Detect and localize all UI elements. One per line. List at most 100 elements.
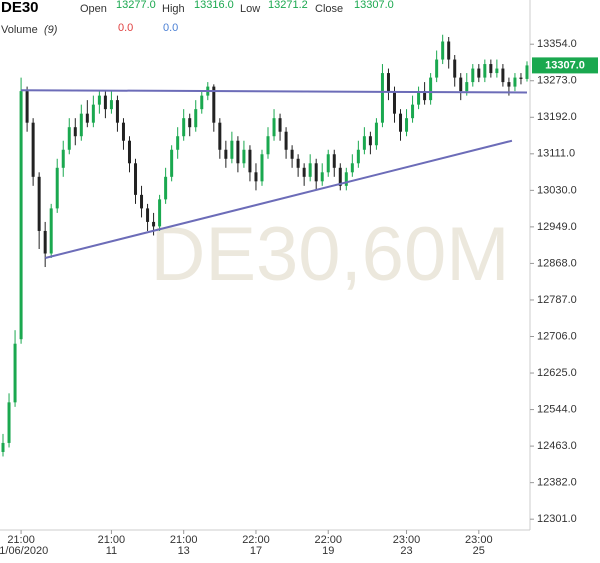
open-label: Open: [80, 3, 107, 15]
y-tick-label: 12463.0: [537, 440, 577, 452]
candle-body: [392, 91, 396, 114]
x-tick-label: 21:00: [170, 534, 198, 546]
candle-body: [146, 208, 150, 222]
low-label: Low: [240, 3, 260, 15]
candle-body: [152, 221, 156, 227]
x-tick-label: 22:00: [314, 534, 342, 546]
candle-body: [507, 82, 511, 87]
candle-body: [296, 158, 300, 168]
candle-body: [164, 176, 168, 200]
y-tick-label: 12301.0: [537, 513, 577, 525]
candle-body: [127, 140, 131, 164]
volume-a: 0.0: [118, 22, 133, 34]
y-tick-label: 13030.0: [537, 184, 577, 196]
candle-body: [7, 402, 11, 443]
candle-body: [43, 230, 47, 254]
candle-body: [224, 149, 228, 159]
candle-body: [314, 163, 318, 182]
x-tick-sublabel: 13: [178, 545, 190, 557]
candle-body: [79, 113, 83, 137]
candle-body: [176, 136, 180, 150]
volume-period: (9): [44, 24, 58, 36]
candle-body: [489, 64, 493, 74]
candle-body: [465, 82, 469, 92]
candle-body: [374, 122, 378, 146]
candle-body: [423, 91, 427, 101]
candle-body: [200, 95, 204, 110]
volume-label: Volume: [1, 24, 38, 36]
candle-body: [212, 86, 216, 123]
candle-body: [158, 199, 162, 227]
y-tick-label: 12787.0: [537, 294, 577, 306]
candle-body: [134, 163, 138, 195]
candle-body: [302, 167, 306, 177]
candle-body: [362, 136, 366, 150]
candle-body: [85, 113, 89, 123]
candle-body: [399, 113, 403, 132]
candle-body: [1, 442, 5, 452]
symbol: DE30: [1, 0, 39, 16]
candle-body: [109, 100, 113, 110]
y-tick-label: 13273.0: [537, 75, 577, 87]
candle-body: [453, 59, 457, 78]
candle-body: [471, 68, 475, 83]
candle-body: [19, 91, 23, 340]
candle-body: [67, 127, 71, 150]
candle-body: [368, 136, 372, 146]
candle-body: [266, 136, 270, 155]
candle-body: [13, 343, 17, 403]
y-tick-label: 12544.0: [537, 403, 577, 415]
candle-body: [236, 140, 240, 164]
x-tick-sublabel: 23: [400, 545, 412, 557]
x-tick-sublabel: 11: [106, 545, 117, 557]
candle-body: [435, 59, 439, 78]
y-tick-label: 12382.0: [537, 477, 577, 489]
candle-body: [284, 131, 288, 150]
candle-body: [290, 149, 294, 159]
candle-body: [248, 149, 252, 173]
candle-body: [103, 95, 107, 110]
candle-body: [188, 118, 192, 128]
candle-body: [49, 208, 53, 254]
x-tick-sublabel: 17: [250, 545, 262, 557]
volume-b: 0.0: [163, 22, 178, 34]
x-tick-label: 21:00: [7, 534, 35, 546]
candle-body: [73, 127, 77, 137]
y-tick-label: 12625.0: [537, 367, 577, 379]
candle-body: [501, 68, 505, 83]
low-value: 13271.2: [268, 0, 308, 11]
last-price-label: 13307.0: [545, 59, 585, 71]
x-tick-label: 21:00: [98, 534, 126, 546]
candle-body: [242, 149, 246, 164]
candle-body: [338, 167, 342, 186]
high-value: 13316.0: [194, 0, 234, 11]
candle-body: [320, 172, 324, 182]
candle-body: [525, 65, 529, 79]
candle-body: [278, 118, 282, 132]
candle-body: [97, 95, 101, 105]
candle-body: [447, 41, 451, 60]
x-tick-sublabel: 11/06/2020: [0, 545, 48, 557]
candle-body: [356, 149, 360, 164]
trend-line: [44, 139, 513, 259]
candle-body: [519, 77, 523, 79]
y-tick-label: 12868.0: [537, 257, 577, 269]
candle-body: [459, 77, 463, 92]
candle-body: [326, 154, 330, 173]
open-value: 13277.0: [116, 0, 156, 11]
candle-body: [405, 118, 409, 132]
high-label: High: [162, 3, 185, 15]
candle-body: [495, 68, 499, 74]
candle-body: [170, 149, 174, 177]
candle-body: [441, 41, 445, 60]
candle-body: [55, 167, 59, 209]
candle-body: [25, 91, 29, 123]
watermark: DE30,60M: [150, 212, 509, 297]
y-tick-label: 12949.0: [537, 221, 577, 233]
x-tick-label: 22:00: [242, 534, 270, 546]
x-tick-sublabel: 25: [473, 545, 485, 557]
candle-body: [332, 154, 336, 168]
trend-line: [21, 89, 527, 94]
candle-body: [121, 122, 125, 141]
